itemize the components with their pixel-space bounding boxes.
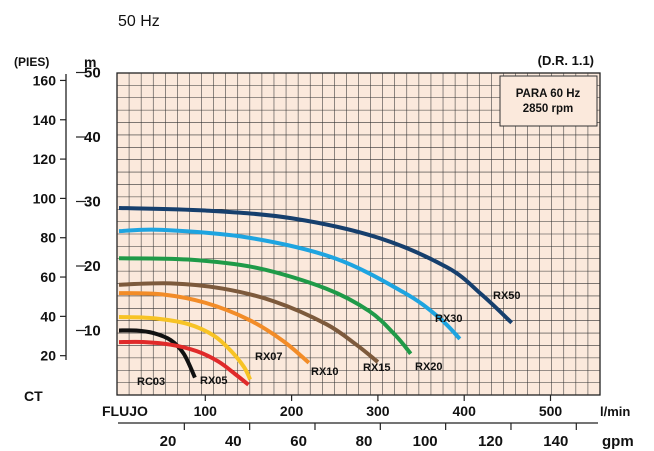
note-line-2: 2850 rpm bbox=[523, 103, 574, 115]
lmin-tick-label: 100 bbox=[194, 403, 218, 419]
curves bbox=[118, 205, 514, 387]
feet-tick-label: 120 bbox=[33, 151, 57, 167]
meter-tick-label: 10 bbox=[84, 323, 101, 340]
right-axis-unit-label: m bbox=[84, 54, 96, 70]
gpm-tick-label: 40 bbox=[225, 433, 242, 450]
meter-tick-label: 30 bbox=[84, 194, 101, 211]
feet-tick-label: 160 bbox=[33, 72, 57, 88]
feet-tick-label: 100 bbox=[33, 190, 57, 206]
meter-axis-ticks: 10 20 30 40 50 bbox=[76, 65, 101, 340]
curve-label-rx07: RX07 bbox=[255, 351, 283, 363]
gpm-tick-label: 100 bbox=[413, 433, 438, 450]
curve-rx50 bbox=[118, 205, 514, 325]
curve-rx10 bbox=[118, 291, 311, 365]
feet-tick-label: 80 bbox=[40, 230, 56, 246]
curve-label-rx50: RX50 bbox=[493, 290, 521, 302]
lmin-tick-label: 400 bbox=[453, 403, 477, 419]
curve-rx30 bbox=[118, 227, 462, 341]
note-line-1: PARA 60 Hz bbox=[516, 88, 581, 100]
x-axis-title: FLUJO bbox=[102, 403, 148, 419]
feet-axis-ticks: 20 40 60 80 100 120 140 160 bbox=[33, 72, 66, 364]
curve-label-rx20: RX20 bbox=[415, 361, 443, 373]
y-axis-title: CT bbox=[24, 388, 43, 404]
frequency-label: 50 Hz bbox=[118, 13, 160, 30]
curve-label-rx30: RX30 bbox=[435, 313, 463, 325]
note-box bbox=[499, 75, 598, 127]
curve-rx15 bbox=[118, 281, 380, 364]
lmin-unit-label: l/min bbox=[600, 404, 630, 419]
meter-tick-label: 40 bbox=[84, 129, 101, 146]
gpm-axis-ticks: 20 40 60 80 100 120 140 bbox=[160, 423, 577, 450]
feet-tick-label: 60 bbox=[40, 269, 56, 285]
lmin-tick-label: 200 bbox=[280, 403, 304, 419]
gpm-tick-label: 60 bbox=[290, 433, 307, 450]
gpm-tick-label: 140 bbox=[543, 433, 568, 450]
curve-label-rc03: RC03 bbox=[137, 376, 165, 388]
lmin-tick-label: 300 bbox=[366, 403, 390, 419]
feet-tick-label: 20 bbox=[40, 348, 56, 364]
reference-label: (D.R. 1.1) bbox=[538, 53, 594, 68]
gpm-unit-label: gpm bbox=[602, 433, 634, 450]
meter-tick-label: 50 bbox=[84, 65, 101, 82]
gpm-tick-label: 20 bbox=[160, 433, 177, 450]
gpm-tick-label: 80 bbox=[356, 433, 373, 450]
curve-rx07 bbox=[118, 314, 252, 381]
left-axis-unit-label: (PIES) bbox=[14, 55, 49, 69]
feet-tick-label: 140 bbox=[33, 112, 57, 128]
gpm-tick-label: 120 bbox=[478, 433, 503, 450]
lmin-tick-label: 500 bbox=[539, 403, 563, 419]
curve-label-rx15: RX15 bbox=[363, 362, 391, 374]
feet-tick-label: 40 bbox=[40, 308, 56, 324]
curve-rx05 bbox=[118, 339, 250, 387]
curve-rc03 bbox=[118, 328, 197, 379]
lmin-axis-ticks: 100 200 300 400 500 bbox=[194, 395, 563, 419]
curve-rx20 bbox=[118, 256, 413, 355]
curve-label-rx05: RX05 bbox=[200, 375, 228, 387]
meter-tick-label: 20 bbox=[84, 258, 101, 275]
curve-label-rx10: RX10 bbox=[311, 366, 339, 378]
